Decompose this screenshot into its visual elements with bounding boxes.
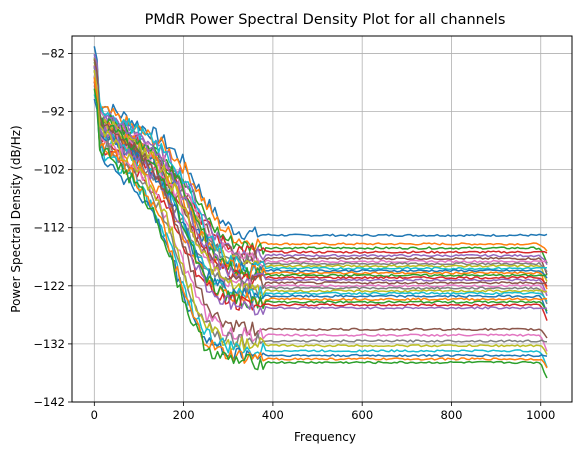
series-line [93,77,548,369]
series-line [93,88,548,379]
series-line [93,67,548,312]
series-line [93,65,548,316]
series-line [93,66,548,294]
series-line [93,64,548,290]
series-line [93,46,548,241]
series-line [93,61,548,264]
y-tick-label: −112 [33,221,65,235]
y-tick-label: −92 [41,105,65,119]
series-line [93,75,548,352]
x-axis-ticks: 0 200 400 600 800 1000 [91,402,555,422]
series-line [93,54,547,274]
x-axis-label: Frequency [294,430,356,444]
y-tick-label: −142 [33,395,65,409]
x-tick-label: 200 [173,408,195,422]
series-line [93,56,548,268]
y-axis-label: Power Spectral Density (dB/Hz) [9,125,23,312]
series-line [93,59,548,266]
series-line [93,59,548,339]
x-tick-label: 0 [91,408,98,422]
series-line [93,94,548,368]
y-tick-label: −102 [33,163,65,177]
y-tick-label: −122 [33,279,65,293]
axes-frame [71,35,573,403]
series-line [93,71,548,275]
series-line [93,80,548,306]
series-line [93,53,548,297]
y-tick-label: −132 [33,337,65,351]
series-line [93,69,548,355]
series-group [93,46,548,379]
series-line [93,81,548,348]
y-tick-label: −82 [41,46,65,60]
series-line [93,56,548,252]
series-line [93,81,548,321]
x-tick-label: 600 [351,408,373,422]
x-tick-label: 400 [262,408,284,422]
y-axis-ticks: −82 −92 −102 −112 −122 −132 −142 [33,46,72,409]
x-tick-label: 800 [440,408,462,422]
chart-title: PMdR Power Spectral Density Plot for all… [145,12,506,28]
x-tick-label: 1000 [526,408,555,422]
